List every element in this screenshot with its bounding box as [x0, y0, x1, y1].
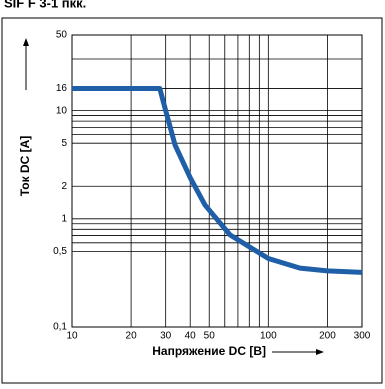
y-tick-label: 5 [61, 138, 67, 149]
plot-border [71, 34, 363, 328]
x-tick-label: 30 [160, 331, 172, 342]
x-tick-label: 10 [66, 331, 78, 342]
x-tick-label: 100 [260, 331, 277, 342]
x-tick-label: 50 [204, 331, 216, 342]
y-axis-label: Ток DC [A] [18, 136, 32, 197]
x-arrow-head [316, 349, 324, 355]
x-axis-label: Напряжение DC [B] [152, 344, 266, 358]
x-tick-label: 20 [126, 331, 138, 342]
x-tick-label: 200 [319, 331, 336, 342]
curve [72, 86, 363, 275]
y-tick-label: 0,5 [53, 246, 67, 257]
y-tick-label: 0,1 [53, 322, 67, 333]
y-tick-label: 1 [61, 213, 67, 224]
chart-title: SIF F 3-1 пкк. [4, 0, 86, 10]
y-tick-label: 50 [56, 30, 68, 41]
y-tick-label: 2 [61, 181, 67, 192]
y-tick-label: 16 [56, 83, 68, 94]
y-arrow-head [23, 38, 29, 46]
frame [1, 17, 383, 384]
x-tick-label: 40 [185, 331, 197, 342]
y-tick-label: 10 [56, 105, 68, 116]
x-tick-label: 300 [354, 331, 371, 342]
